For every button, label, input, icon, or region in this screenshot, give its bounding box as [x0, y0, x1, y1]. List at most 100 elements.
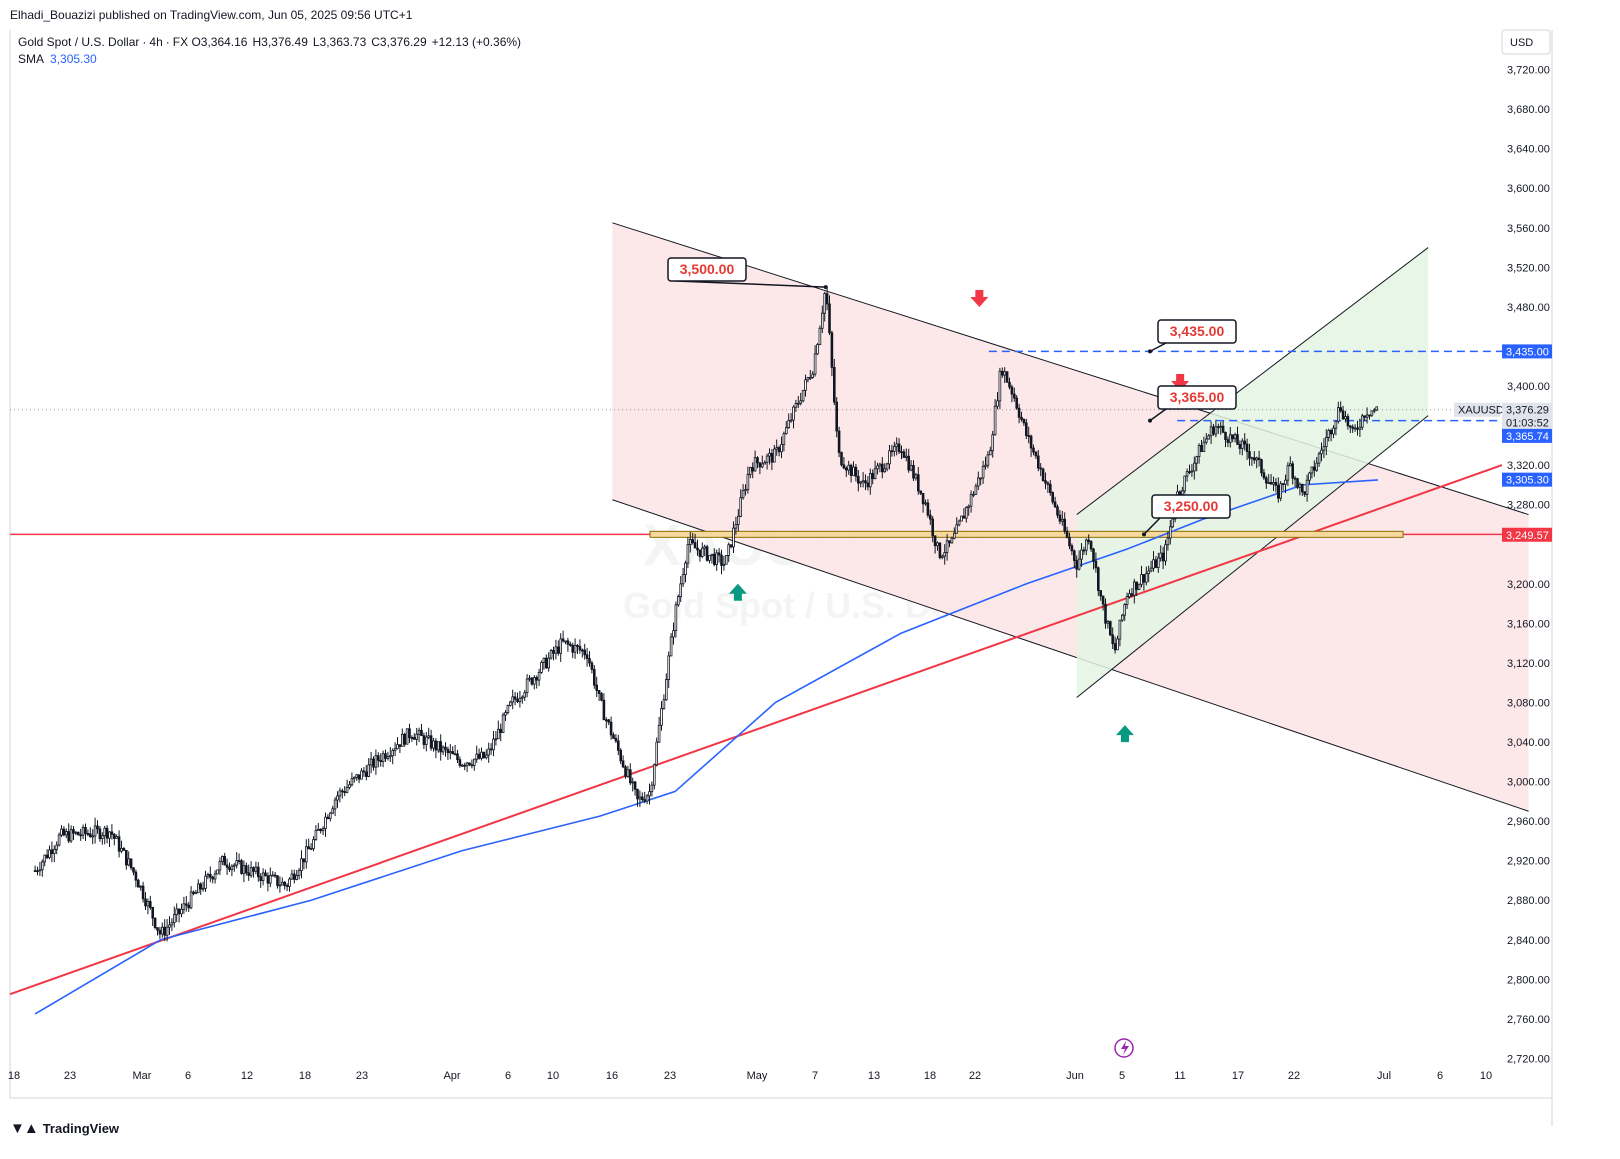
candle-body-up	[991, 434, 994, 452]
candle	[81, 824, 85, 840]
candle-body-up	[1219, 425, 1223, 428]
candle	[391, 748, 394, 765]
legend-sma-row[interactable]: SMA 3,305.30	[18, 51, 526, 68]
candle-body-down	[398, 744, 402, 747]
ascending-channel-upper	[1076, 247, 1429, 515]
candle	[1169, 519, 1172, 545]
candle-body-up	[1118, 619, 1122, 640]
candle-body-up	[701, 547, 704, 557]
candle-body-up	[1317, 453, 1321, 464]
candle	[232, 863, 236, 872]
candle-body-down	[583, 649, 586, 656]
candle	[888, 444, 891, 470]
candle-body-up	[271, 874, 274, 877]
candle	[895, 437, 898, 456]
candle-body-up	[1106, 621, 1110, 624]
candle-body-down	[187, 904, 191, 909]
candle-body-down	[223, 855, 227, 866]
candle-body-up	[1337, 407, 1340, 422]
candle	[129, 858, 133, 871]
candle	[869, 468, 872, 495]
candle	[1157, 552, 1160, 573]
candle-body-down	[489, 748, 493, 751]
candle-body-up	[48, 849, 51, 859]
candle-body-down	[184, 903, 188, 906]
price-tick-label: 3,040.00	[1507, 737, 1550, 749]
candle-body-down	[156, 927, 159, 931]
candle	[1329, 428, 1333, 442]
candle	[1293, 475, 1297, 488]
candle-body-down	[444, 746, 447, 750]
badge-bg	[1502, 472, 1552, 487]
candle-body-up	[1085, 539, 1088, 551]
candle-body-up	[741, 490, 745, 499]
candle	[1133, 578, 1136, 604]
candle	[698, 549, 702, 562]
candle	[309, 843, 313, 851]
candle-body-up	[710, 553, 714, 556]
candle	[1130, 588, 1134, 598]
candle-body-down	[770, 452, 774, 463]
candle-body-up	[1286, 465, 1290, 481]
callout-label: 3,435.00	[1170, 323, 1225, 339]
time-tick-label: 23	[664, 1070, 676, 1082]
candle-body-up	[1125, 596, 1129, 605]
candle-body-down	[1142, 574, 1146, 583]
candle-body-down	[1013, 393, 1016, 399]
candle-body-up	[506, 705, 510, 713]
candle-body-up	[909, 464, 913, 471]
candle	[412, 733, 416, 740]
legend-symbol[interactable]: Gold Spot / U.S. Dollar	[18, 35, 140, 49]
price-tick-label: 3,280.00	[1507, 500, 1550, 512]
candle	[1152, 551, 1155, 572]
candle	[881, 457, 884, 479]
candle	[1113, 636, 1117, 654]
candle	[775, 439, 778, 456]
candle-body-down	[1274, 482, 1278, 486]
candle-body-down	[384, 753, 387, 759]
candle-body-down	[609, 721, 613, 736]
candle	[456, 749, 459, 764]
candle-body-down	[593, 669, 596, 686]
callout-anchor-dot	[823, 285, 828, 290]
candle-body-down	[1313, 466, 1316, 471]
candle	[439, 734, 442, 761]
candle-body-up	[1123, 604, 1127, 616]
candle-body-down	[62, 828, 66, 836]
candle	[617, 734, 620, 756]
candle	[849, 463, 853, 483]
candle-body-up	[888, 450, 891, 465]
candle	[1183, 475, 1187, 494]
candle-body-up	[278, 884, 282, 887]
candle-body-up	[559, 638, 562, 654]
candle-body-up	[480, 751, 483, 759]
candle	[1315, 457, 1319, 472]
price-tick-label: 3,480.00	[1507, 302, 1550, 314]
candle-body-up	[1284, 479, 1287, 485]
price-tick-label: 2,880.00	[1507, 895, 1550, 907]
candle	[1049, 480, 1052, 496]
tradingview-brand[interactable]: ▼▲ TradingView	[10, 1120, 119, 1137]
badge-text: 3,435.00	[1506, 346, 1549, 358]
candle-body-down	[1094, 560, 1098, 569]
candle-body-up	[475, 753, 478, 760]
candle-body-down	[1087, 539, 1091, 542]
candle-body-down	[1027, 435, 1031, 437]
candle-body-down	[1010, 386, 1014, 395]
candle-body-down	[199, 883, 203, 890]
candle	[1325, 429, 1328, 456]
candle	[333, 797, 337, 817]
candle-body-up	[304, 846, 308, 863]
candle	[494, 730, 498, 746]
candle-body-down	[1303, 491, 1307, 495]
candle	[926, 499, 930, 518]
candle-body-down	[326, 816, 330, 820]
candle-body-up	[773, 448, 776, 463]
candle	[331, 805, 334, 815]
candle-body-down	[141, 885, 145, 900]
candle-body-up	[979, 477, 982, 480]
candle-body-up	[108, 831, 111, 839]
candle-body-up	[993, 405, 997, 436]
candle	[50, 841, 54, 863]
